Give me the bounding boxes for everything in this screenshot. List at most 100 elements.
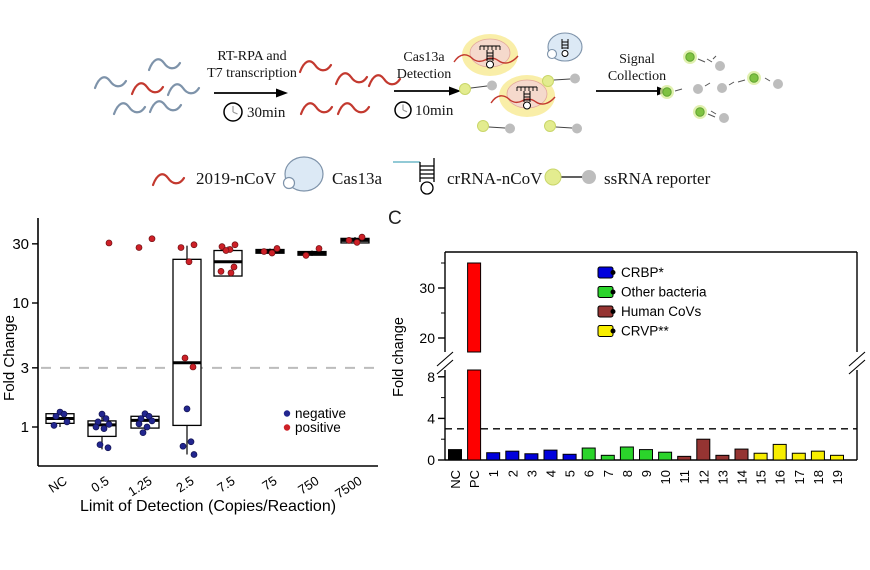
x-tick-label: 16	[773, 470, 788, 484]
bar-7	[600, 454, 615, 461]
y-tick-label: 3	[21, 360, 29, 377]
arrowhead	[449, 86, 461, 96]
specificity-bar-chart: C 0 4 8 20 30 NC PC 1 2 3 4 5 6 7 8 9 10 11 12 13 14 15 16 17 18…	[385, 205, 870, 540]
clock-icon	[223, 102, 243, 122]
positive-point	[302, 252, 310, 259]
x-tick-label: 75	[259, 473, 279, 493]
bar-8	[619, 446, 634, 461]
bar-9	[639, 449, 653, 461]
legend-dot	[610, 289, 616, 295]
legend-label-crrna: crRNA-nCoV	[447, 169, 543, 188]
bar-10	[658, 451, 673, 461]
signal-collection-arrow: Signal Collection	[596, 52, 669, 96]
schematic-legend: 2019-nCoV Cas13a crRNA-nCoV ssRNA report…	[151, 156, 711, 195]
positive-point	[230, 263, 238, 271]
bar-4	[543, 449, 558, 461]
bar-14	[734, 448, 749, 461]
rt-rpa-arrow: RT-RPA and T7 transcription 30min	[207, 49, 297, 122]
bar-3	[524, 453, 539, 461]
bar-NC	[448, 449, 462, 461]
legend-label-2019ncov: 2019-nCoV	[196, 169, 277, 188]
negative-point	[52, 412, 60, 420]
step2-label-line2: Detection	[397, 67, 451, 82]
positive-point	[105, 239, 113, 247]
x-tick-label: 5	[563, 470, 578, 477]
bar-17	[791, 452, 806, 461]
negative-point	[92, 423, 100, 431]
bar-PC-lower	[467, 369, 482, 461]
bar-16	[772, 443, 787, 461]
y-tick-label: 8	[427, 369, 435, 385]
negative-point	[139, 429, 147, 437]
negative-point	[104, 444, 112, 452]
step1-label-line1: RT-RPA and	[217, 49, 286, 64]
positive-point	[217, 267, 225, 275]
y-axis-title: Fold Change	[1, 315, 18, 401]
negative-point	[102, 415, 110, 422]
x-tick-label: 7.5	[214, 473, 237, 495]
legend-label-negative: negative	[295, 406, 346, 421]
x-tick-label: NC	[46, 473, 70, 496]
legend-dot	[610, 328, 616, 334]
legend-dot-negative	[283, 410, 291, 417]
negative-point	[50, 422, 58, 429]
positive-point	[185, 258, 193, 266]
x-tick-label: 750	[295, 473, 321, 497]
axis-break-left	[436, 351, 454, 367]
bar-5	[562, 453, 577, 461]
cas13a-detection-arrow: Cas13a Detection 10min	[394, 50, 461, 119]
x-tick-label: 18	[811, 470, 826, 484]
amplified-rna-icon	[298, 60, 402, 116]
positive-point	[148, 235, 156, 243]
x-tick-label: 11	[677, 470, 692, 484]
step3-label-line1: Signal	[619, 52, 655, 67]
positive-point	[268, 249, 276, 257]
step3-label-line2: Collection	[608, 69, 666, 84]
x-tick-label: 0.5	[88, 473, 111, 495]
legend-dot	[610, 270, 616, 275]
x-tick-label: 8	[620, 470, 635, 477]
x-tick-label: 17	[792, 470, 807, 484]
cas13a-target-complex	[453, 34, 556, 117]
bar-11	[677, 455, 692, 461]
x-tick-label: 1.25	[125, 473, 154, 499]
bar-PC-upper	[467, 262, 482, 353]
bar-12	[696, 438, 711, 461]
step2-time: 10min	[415, 103, 454, 119]
negative-point	[105, 421, 113, 428]
positive-point	[358, 233, 366, 241]
positive-point	[227, 269, 235, 277]
y-tick-label: 30	[419, 280, 435, 296]
intact-reporters	[459, 73, 582, 134]
positive-point	[315, 245, 323, 252]
clock-icon	[394, 101, 412, 119]
positive-point	[231, 241, 239, 249]
negative-point	[96, 441, 104, 449]
negative-point	[98, 410, 106, 418]
positive-point	[181, 354, 189, 362]
legend-dot-positive	[283, 424, 291, 431]
x-tick-label: 6	[582, 470, 597, 477]
legend-label-human_covs: Human CoVs	[621, 304, 702, 319]
bar-13	[715, 454, 730, 461]
bar-1	[486, 452, 501, 461]
x-tick-label: 13	[715, 470, 730, 484]
negative-point	[183, 405, 191, 413]
bar-19	[830, 454, 844, 461]
legend-label-reporter: ssRNA reporter	[604, 169, 711, 188]
positive-point	[260, 248, 268, 255]
negative-point	[100, 425, 108, 432]
x-tick-label: NC	[448, 470, 463, 489]
y-tick-label: 1	[21, 419, 29, 436]
positive-point	[190, 241, 198, 249]
panel-label-c: C	[388, 208, 402, 229]
x-tick-label: 12	[696, 470, 711, 484]
axis-break-right	[848, 359, 866, 375]
cleaved-reporters	[660, 50, 783, 123]
negative-point	[145, 412, 153, 420]
negative-point	[190, 451, 198, 458]
bar-6	[581, 447, 596, 461]
negative-point	[135, 420, 143, 428]
legend-label-cas13a: Cas13a	[332, 169, 383, 188]
